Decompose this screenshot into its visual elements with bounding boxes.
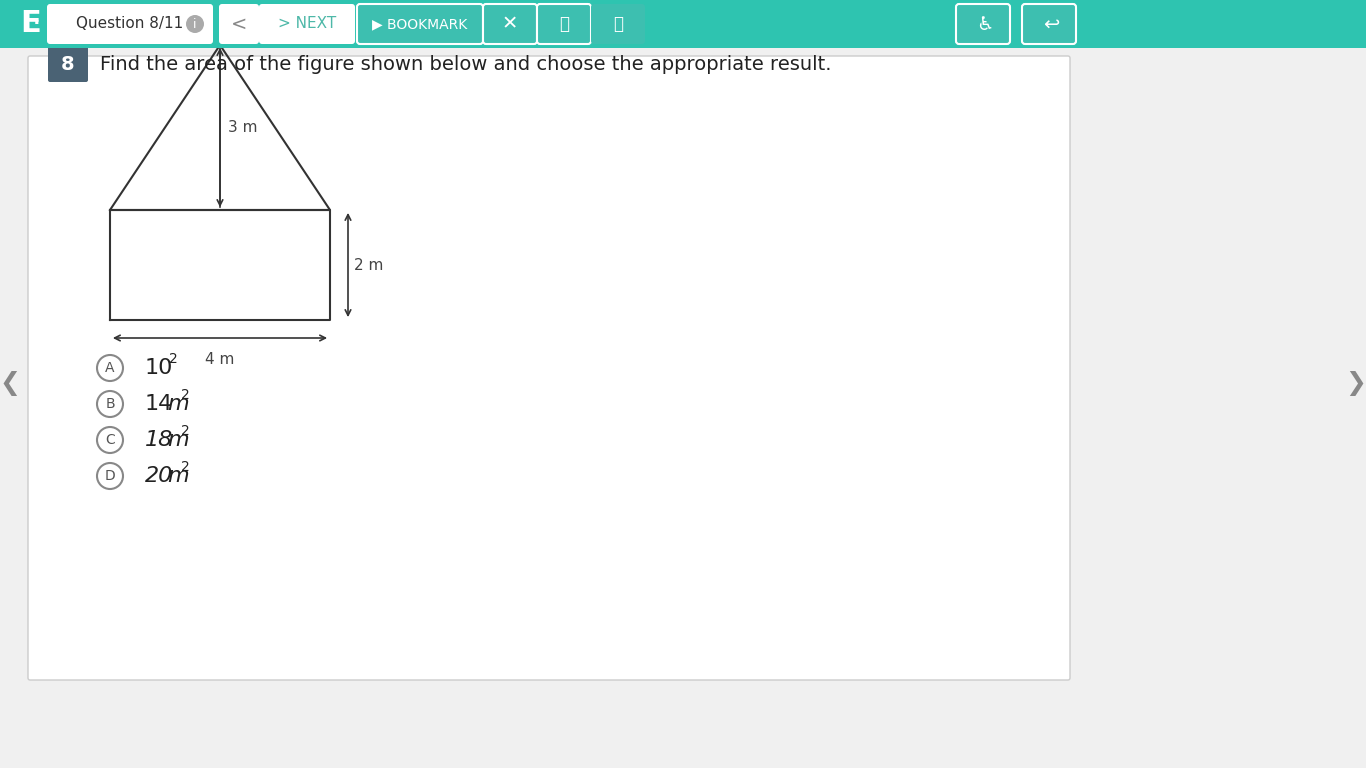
Text: B: B (105, 397, 115, 411)
FancyBboxPatch shape (537, 4, 591, 44)
Text: C: C (105, 433, 115, 447)
Text: 2: 2 (182, 424, 190, 438)
Text: 2 m: 2 m (354, 257, 384, 273)
Text: v: v (205, 18, 212, 31)
Text: m: m (167, 394, 189, 414)
Text: i: i (193, 18, 197, 31)
Text: 📋: 📋 (559, 15, 570, 33)
Text: 2: 2 (182, 460, 190, 474)
Text: ♿: ♿ (977, 15, 993, 34)
Text: ❮: ❮ (0, 372, 20, 396)
Text: ❯: ❯ (1346, 372, 1366, 396)
FancyBboxPatch shape (357, 4, 484, 44)
FancyBboxPatch shape (484, 4, 537, 44)
Text: 10: 10 (145, 358, 173, 378)
Text: A: A (105, 361, 115, 375)
Bar (0, 0, 1366, 48)
Text: D: D (105, 469, 115, 483)
Circle shape (186, 15, 204, 33)
Text: 3 m: 3 m (228, 120, 258, 135)
Text: ▶ BOOKMARK: ▶ BOOKMARK (373, 17, 467, 31)
Text: 4 m: 4 m (205, 352, 235, 367)
FancyBboxPatch shape (956, 4, 1009, 44)
Text: 8: 8 (61, 55, 75, 74)
Text: 18: 18 (145, 430, 173, 450)
FancyBboxPatch shape (46, 4, 213, 44)
Text: > NEXT: > NEXT (277, 16, 336, 31)
FancyBboxPatch shape (27, 56, 1070, 680)
Text: ✕: ✕ (501, 15, 518, 34)
Text: 20: 20 (145, 466, 173, 486)
FancyBboxPatch shape (219, 4, 260, 44)
Text: 🔍: 🔍 (613, 15, 623, 33)
Text: ·: · (31, 9, 41, 38)
Text: m: m (167, 430, 189, 450)
Text: <: < (231, 15, 247, 34)
Text: E: E (20, 9, 41, 38)
Text: Find the area of the figure shown below and choose the appropriate result.: Find the area of the figure shown below … (100, 55, 832, 74)
Text: 14: 14 (145, 394, 173, 414)
FancyBboxPatch shape (48, 46, 87, 82)
FancyBboxPatch shape (1022, 4, 1076, 44)
Text: Question 8/11: Question 8/11 (76, 16, 183, 31)
Text: ↩: ↩ (1042, 15, 1059, 34)
Text: 2: 2 (182, 388, 190, 402)
Text: 2: 2 (169, 352, 178, 366)
FancyBboxPatch shape (260, 4, 355, 44)
Text: m: m (167, 466, 189, 486)
FancyBboxPatch shape (591, 4, 645, 44)
